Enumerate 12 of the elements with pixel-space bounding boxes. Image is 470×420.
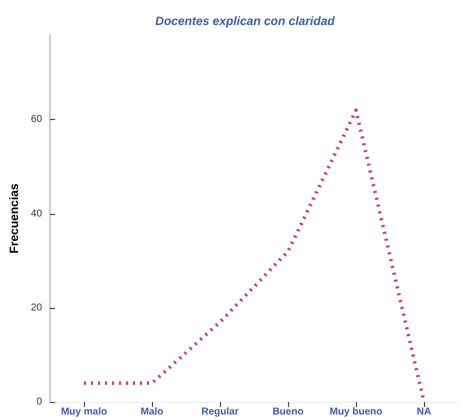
- x-tick-label: Muy malo: [60, 406, 108, 418]
- y-tick-label: 40: [30, 208, 42, 220]
- y-tick-label: 20: [30, 302, 42, 314]
- x-tick-label: NA: [416, 406, 432, 418]
- x-tick-label: Muy bueno: [330, 406, 382, 418]
- x-tick-label: Regular: [201, 406, 239, 418]
- x-tick-label: Bueno: [272, 406, 304, 418]
- y-axis-title: Frecuencias: [7, 183, 21, 254]
- x-tick-label: Malo: [140, 406, 164, 418]
- chart-title: Docentes explican con claridad: [155, 14, 336, 28]
- y-tick-label: 0: [36, 396, 42, 408]
- y-tick-label: 60: [30, 114, 42, 126]
